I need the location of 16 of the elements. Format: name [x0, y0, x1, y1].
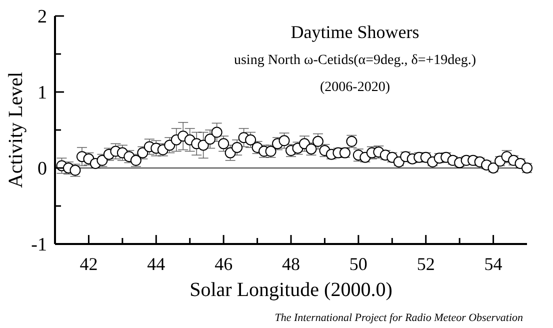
y-tick-label: 2: [38, 6, 47, 28]
text: The International Project for Radio Meteor Observation: [274, 312, 524, 324]
x-tick-label: 50: [349, 254, 368, 274]
x-tick-label: 52: [416, 254, 435, 274]
y-tick-label: 1: [38, 82, 47, 104]
x-axis-title: Solar Longitude (2000.0): [190, 279, 392, 301]
x-tick-label: 44: [147, 254, 166, 274]
x-tick-label: 42: [80, 254, 98, 274]
x-tick-label: 48: [282, 254, 300, 274]
y-tick-label: -1: [31, 234, 47, 256]
x-tick-label: 46: [214, 254, 233, 274]
chart-title: Daytime Showers: [290, 22, 420, 42]
x-tick-label: 54: [484, 254, 502, 274]
y-axis-title: Activity Level: [5, 72, 27, 188]
text: using North ω-Cetids(α=9deg., δ=+19deg.) (2006-2020): [234, 53, 476, 95]
y-tick-label: 0: [38, 158, 47, 180]
